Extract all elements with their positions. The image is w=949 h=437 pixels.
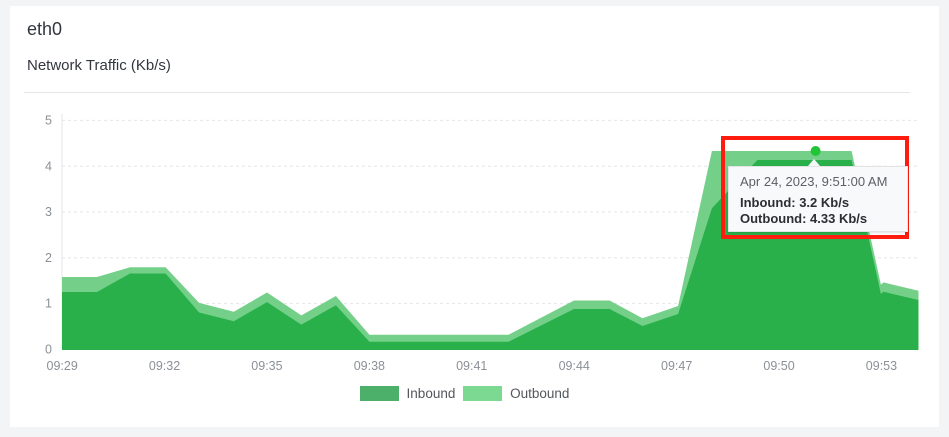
svg-text:09:53: 09:53 [866,359,897,373]
svg-text:3: 3 [45,205,52,219]
svg-text:09:50: 09:50 [763,359,794,373]
svg-text:09:35: 09:35 [251,359,282,373]
svg-text:2: 2 [45,251,52,265]
svg-text:09:32: 09:32 [149,359,180,373]
svg-text:5: 5 [45,114,52,128]
svg-text:09:47: 09:47 [661,359,692,373]
svg-text:0: 0 [45,342,52,356]
svg-text:09:29: 09:29 [47,359,78,373]
svg-text:4: 4 [45,159,52,173]
svg-text:09:41: 09:41 [456,359,487,373]
svg-text:09:44: 09:44 [559,359,590,373]
svg-text:1: 1 [45,297,52,311]
svg-text:09:38: 09:38 [354,359,385,373]
